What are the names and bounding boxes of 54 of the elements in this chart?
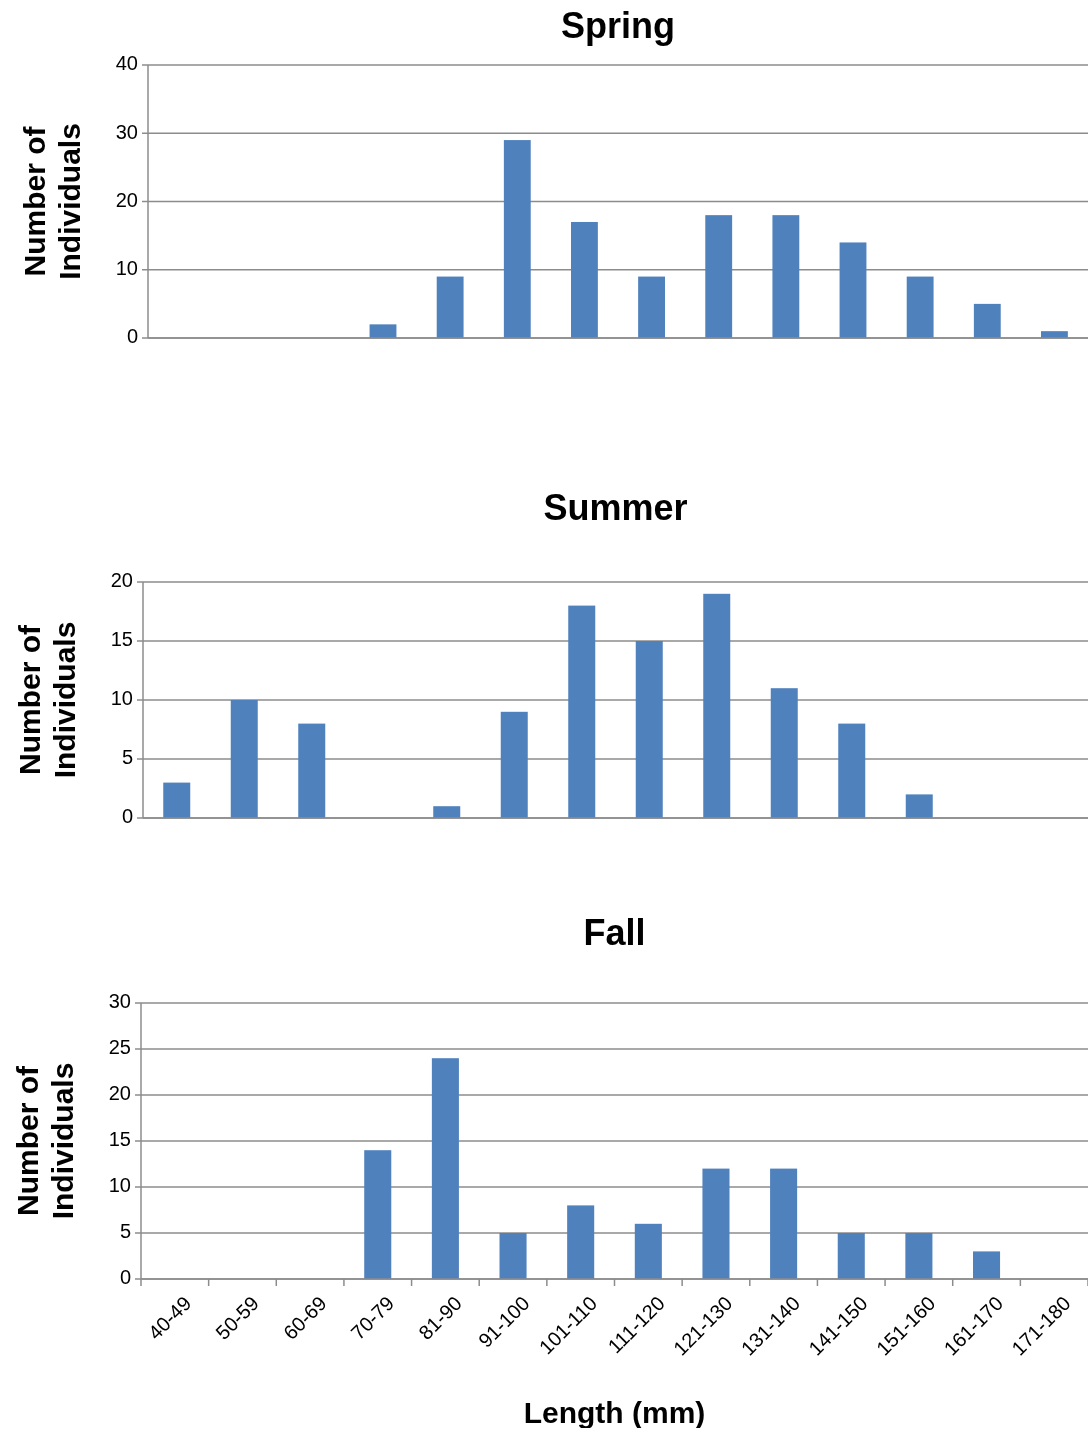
y-tick-label: 20 xyxy=(108,1082,131,1105)
chart-title: Fall xyxy=(583,911,646,953)
bar xyxy=(906,276,934,338)
y-tick-label: 20 xyxy=(115,188,138,211)
bar xyxy=(571,221,598,338)
y-tick-label: 30 xyxy=(108,990,131,1013)
bar xyxy=(702,1168,730,1279)
bar xyxy=(369,324,397,338)
y-tick-label: 0 xyxy=(121,805,133,828)
bar xyxy=(567,1205,595,1279)
y-tick-label: 10 xyxy=(108,1174,131,1197)
bar xyxy=(635,641,663,818)
y-tick-label: 5 xyxy=(119,1220,131,1243)
bar xyxy=(839,242,867,338)
y-tick-label: 40 xyxy=(115,52,138,75)
y-tick-label: 20 xyxy=(110,569,133,592)
bar xyxy=(364,1150,392,1279)
bar xyxy=(772,215,800,338)
chart-title: Summer xyxy=(543,486,688,528)
bar xyxy=(705,215,733,338)
bar xyxy=(500,711,528,818)
bar xyxy=(503,140,531,338)
bar xyxy=(163,782,191,818)
y-tick-label: 15 xyxy=(108,1128,131,1151)
bar xyxy=(905,1233,933,1279)
bar xyxy=(298,723,326,818)
bar xyxy=(770,1168,798,1279)
bar xyxy=(568,605,596,818)
y-tick-label: 10 xyxy=(115,257,138,280)
bar xyxy=(838,723,866,818)
bar xyxy=(837,1233,865,1279)
y-tick-label: 0 xyxy=(126,325,138,348)
y-tick-label: 0 xyxy=(119,1266,131,1289)
bar xyxy=(973,1251,1001,1279)
bar xyxy=(973,303,1001,338)
y-tick-label: 25 xyxy=(108,1036,131,1059)
bar xyxy=(703,593,731,818)
chart-title: Spring xyxy=(561,4,675,46)
bar xyxy=(436,276,464,338)
bar xyxy=(431,1058,459,1279)
bar xyxy=(905,794,933,818)
bar xyxy=(230,700,258,818)
bar xyxy=(433,806,461,818)
y-axis-title: Number of Individuals xyxy=(18,123,86,280)
bar xyxy=(499,1233,527,1279)
y-tick-label: 30 xyxy=(115,120,138,143)
bar xyxy=(638,276,665,338)
y-tick-label: 5 xyxy=(121,746,133,769)
bar xyxy=(634,1223,662,1279)
y-axis-title: Number of Individuals xyxy=(13,621,81,779)
bar xyxy=(770,688,798,818)
y-tick-label: 15 xyxy=(110,628,133,651)
y-tick-label: 10 xyxy=(110,687,133,710)
y-axis-title: Number of Individuals xyxy=(11,1062,79,1220)
